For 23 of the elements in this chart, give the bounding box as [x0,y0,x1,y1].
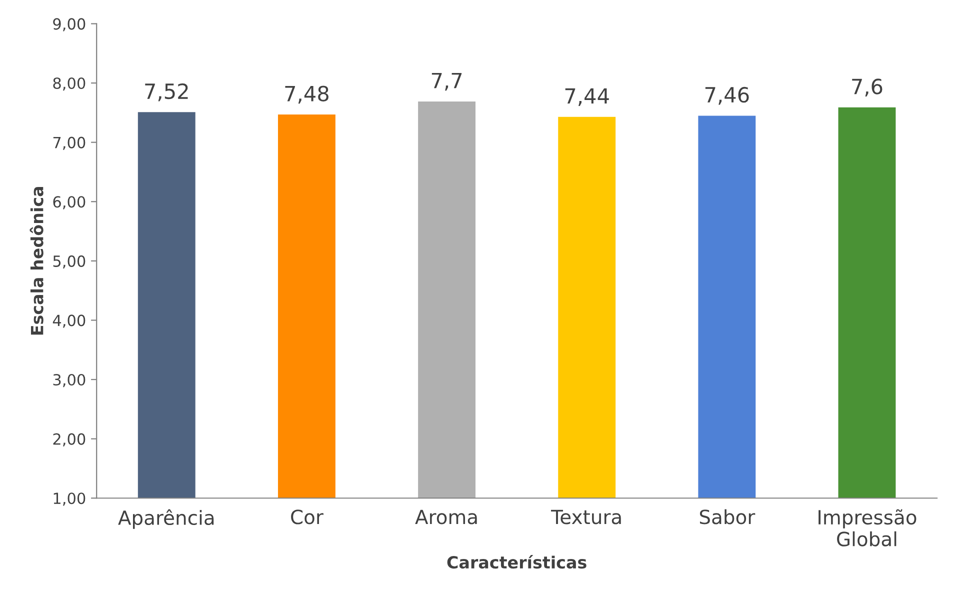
y-tick-label: 5,00 [53,255,86,268]
data-label: 7,44 [565,88,609,106]
data-label: 7,6 [852,78,882,96]
y-tick-label: 8,00 [53,77,86,91]
x-axis-title: Características [447,555,586,569]
y-tick-label: 4,00 [52,314,86,328]
y-tick-label: 9,00 [53,18,86,32]
x-tick-label: Textura [551,510,621,524]
y-tick-label: 1,00 [54,492,86,506]
data-label: 7,52 [145,83,188,102]
data-label: 7,46 [705,86,749,105]
x-tick-label: Cor [291,510,324,524]
x-tick-label: Aparência [118,509,214,529]
y-tick-label: 7,00 [53,136,86,150]
x-tick-label: Aroma [415,510,477,524]
data-label: 7,7 [432,72,462,91]
data-label: 7,48 [285,86,328,104]
y-tick-label: 6,00 [53,196,86,210]
x-tick-label: Impressão Global [818,509,916,546]
x-tick-label: Sabor [700,509,756,524]
y-axis-title: Escala hedônica [30,187,44,335]
y-tick-label: 2,00 [53,433,86,446]
y-tick-label: 3,00 [53,374,86,388]
